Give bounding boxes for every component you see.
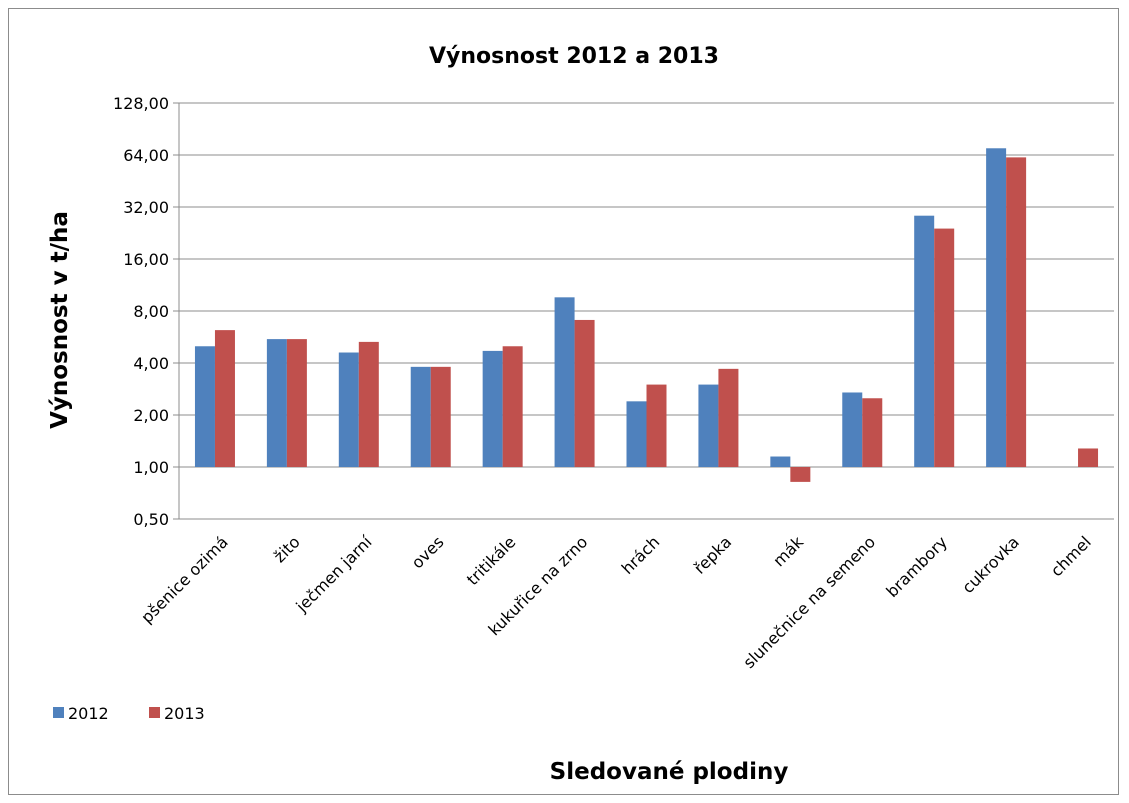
y-axis-ticks: 0,50 1,00 2,00 4,00 8,00 16,00 32,00 64,00 128,0… — [113, 94, 169, 529]
legend-swatch-2013 — [149, 707, 160, 718]
bar-2013-8 — [790, 467, 811, 482]
bar-2012-0 — [194, 346, 215, 467]
bar-2012-8 — [770, 456, 791, 467]
legend-label-2013: 2013 — [164, 704, 205, 723]
y-tick-label: 16,00 — [123, 250, 169, 269]
chart-title: Výnosnost 2012 a 2013 — [429, 44, 719, 69]
legend-swatch-2012 — [53, 707, 64, 718]
y-tick-label: 64,00 — [123, 146, 169, 165]
y-tick-label: 128,00 — [113, 94, 169, 113]
bar-2013-11 — [1006, 157, 1027, 468]
y-tick-label: 2,00 — [133, 406, 169, 425]
x-category-label: cukrovka — [958, 532, 1023, 597]
chart-frame: Výnosnost 2012 a 2013 0,50 1,00 2,00 4,00 8,… — [8, 8, 1119, 795]
x-category-label: pšenice ozimá — [137, 532, 232, 627]
bar-2013-5 — [574, 319, 595, 467]
x-category-label: slunečnice na semeno — [739, 532, 879, 672]
bar-2012-7 — [698, 384, 719, 467]
y-tick-label: 32,00 — [123, 198, 169, 217]
y-tick-label: 1,00 — [133, 458, 169, 477]
bar-chart: Výnosnost 2012 a 2013 0,50 1,00 2,00 4,00 8,… — [47, 44, 1114, 785]
x-category-label: chmel — [1047, 532, 1095, 580]
gridlines — [173, 102, 1114, 520]
bar-2013-7 — [718, 368, 739, 467]
bar-2012-6 — [626, 401, 647, 467]
y-tick-label: 0,50 — [133, 510, 169, 529]
bar-2012-2 — [338, 352, 359, 467]
x-category-label: mák — [769, 532, 807, 570]
y-tick-label: 8,00 — [133, 302, 169, 321]
bar-2012-9 — [842, 392, 863, 467]
bar-2013-6 — [646, 384, 667, 467]
bar-2013-9 — [862, 398, 883, 467]
bar-2012-3 — [410, 366, 431, 467]
bar-2013-3 — [430, 366, 451, 467]
bar-2012-1 — [266, 339, 287, 467]
legend: 2012 2013 — [53, 704, 205, 723]
bar-2012-4 — [482, 350, 503, 467]
y-tick-label: 4,00 — [133, 354, 169, 373]
legend-label-2012: 2012 — [68, 704, 109, 723]
x-axis-title: Sledované plodiny — [550, 759, 789, 785]
x-category-label: řepka — [690, 532, 735, 577]
bar-2013-0 — [214, 330, 235, 467]
bar-2013-1 — [286, 339, 307, 467]
x-category-label: brambory — [882, 532, 951, 601]
bar-2013-10 — [934, 228, 955, 467]
x-category-label: ječmen jarní — [292, 532, 376, 616]
y-axis-title: Výnosnost v t/ha — [47, 211, 73, 429]
x-category-label: tritikále — [463, 532, 520, 589]
bar-2012-5 — [554, 297, 575, 467]
x-category-label: oves — [408, 532, 448, 572]
bar-2012-11 — [986, 148, 1007, 467]
bar-2013-12 — [1078, 448, 1099, 467]
x-category-label: hrách — [618, 532, 664, 578]
bar-2012-10 — [914, 215, 935, 467]
bar-2013-2 — [358, 341, 379, 467]
bars — [194, 148, 1099, 482]
x-category-label: žito — [270, 532, 304, 566]
bar-2013-4 — [502, 346, 523, 467]
